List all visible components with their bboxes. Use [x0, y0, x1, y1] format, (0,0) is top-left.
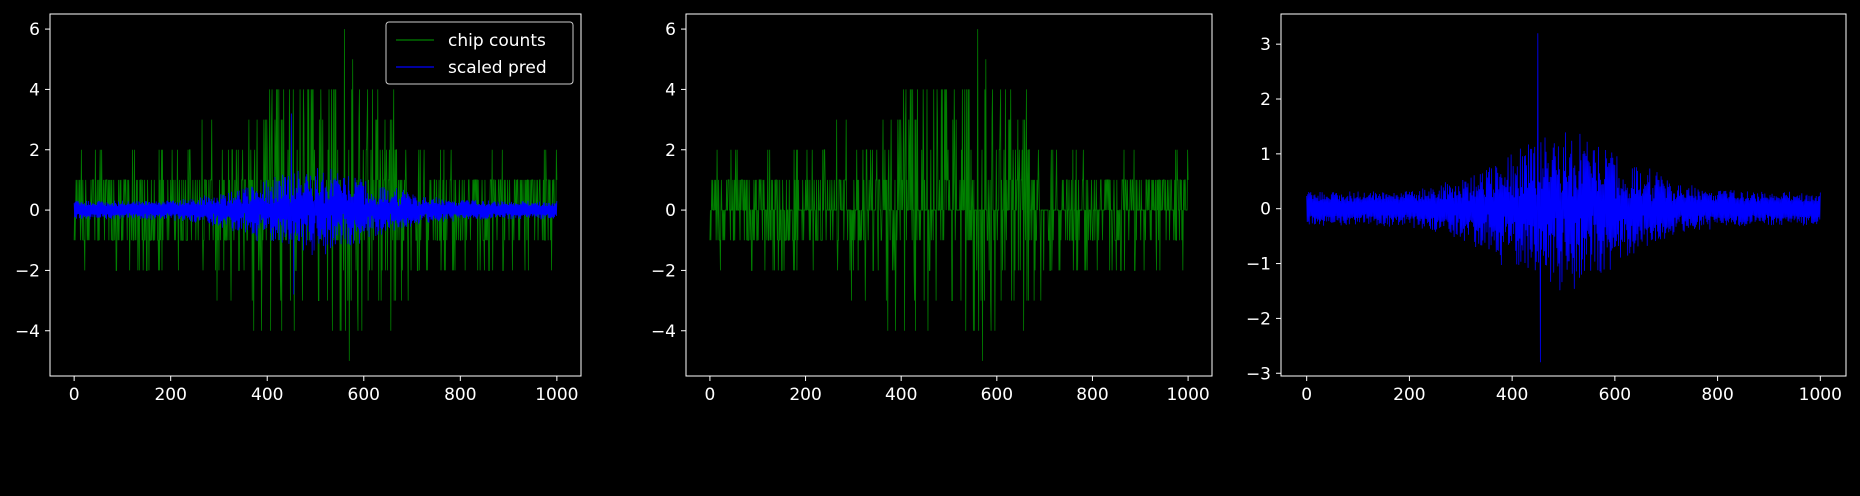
y-tick-label: 2 [1260, 90, 1271, 110]
y-tick-label: −2 [15, 261, 40, 281]
y-tick-label: 0 [665, 201, 676, 221]
x-tick-label: 1000 [1799, 385, 1842, 405]
y-tick-label: −4 [651, 322, 676, 342]
series-line-scaled-pred [73, 113, 558, 295]
plot-area [1306, 33, 1821, 363]
series-line-chip-counts [709, 29, 1189, 361]
x-tick-label: 0 [1301, 385, 1312, 405]
x-tick-label: 400 [885, 385, 917, 405]
x-tick-label: 200 [154, 385, 186, 405]
axes-frame [685, 13, 1213, 377]
y-tick-label: 0 [29, 201, 40, 221]
y-tick-label: −3 [1246, 364, 1271, 384]
x-tick-label: 1000 [535, 385, 578, 405]
chart-panel-1: 0 200 400 600 800 1000 −4 −2 0 2 4 6 chip counts scal… [15, 13, 582, 405]
y-tick-label: 1 [1260, 145, 1271, 165]
y-tick-label: −2 [1246, 309, 1271, 329]
plot-area [73, 29, 558, 361]
y-tick-label: 2 [29, 141, 40, 161]
x-tick-label: 0 [704, 385, 715, 405]
x-tick-label: 600 [1599, 385, 1631, 405]
chart-panel-3: 0 200 400 600 800 1000 −3 −2 −1 0 1 2 3 [1246, 13, 1847, 405]
chart-panel-2: 0 200 400 600 800 1000 −4 −2 0 2 4 6 [651, 13, 1213, 405]
x-tick-label: 800 [1076, 385, 1108, 405]
y-tick-label: 4 [665, 80, 676, 100]
axes-frame [49, 13, 582, 377]
axes-frame [1280, 13, 1847, 377]
legend-label: scaled pred [448, 58, 547, 78]
legend-box [385, 21, 574, 85]
series-line-scaled-pred [1306, 33, 1821, 363]
legend: chip counts scaled pred [385, 21, 574, 85]
x-tick-label: 0 [69, 385, 80, 405]
legend-label: chip counts [448, 31, 546, 51]
x-tick-label: 200 [1393, 385, 1425, 405]
plot-area [709, 29, 1189, 361]
x-tick-label: 800 [1701, 385, 1733, 405]
y-tick-label: 2 [665, 141, 676, 161]
x-tick-label: 600 [348, 385, 380, 405]
y-tick-label: 3 [1260, 35, 1271, 55]
x-tick-label: 200 [789, 385, 821, 405]
y-tick-label: 4 [29, 80, 40, 100]
x-tick-label: 400 [1496, 385, 1528, 405]
x-tick-label: 600 [981, 385, 1013, 405]
y-tick-label: 6 [665, 20, 676, 40]
x-tick-label: 800 [444, 385, 476, 405]
y-tick-label: −2 [651, 261, 676, 281]
y-tick-label: −1 [1246, 255, 1271, 275]
y-tick-label: 6 [29, 20, 40, 40]
y-tick-label: −4 [15, 322, 40, 342]
y-tick-label: 0 [1260, 200, 1271, 220]
x-tick-label: 400 [251, 385, 283, 405]
x-tick-label: 1000 [1166, 385, 1209, 405]
